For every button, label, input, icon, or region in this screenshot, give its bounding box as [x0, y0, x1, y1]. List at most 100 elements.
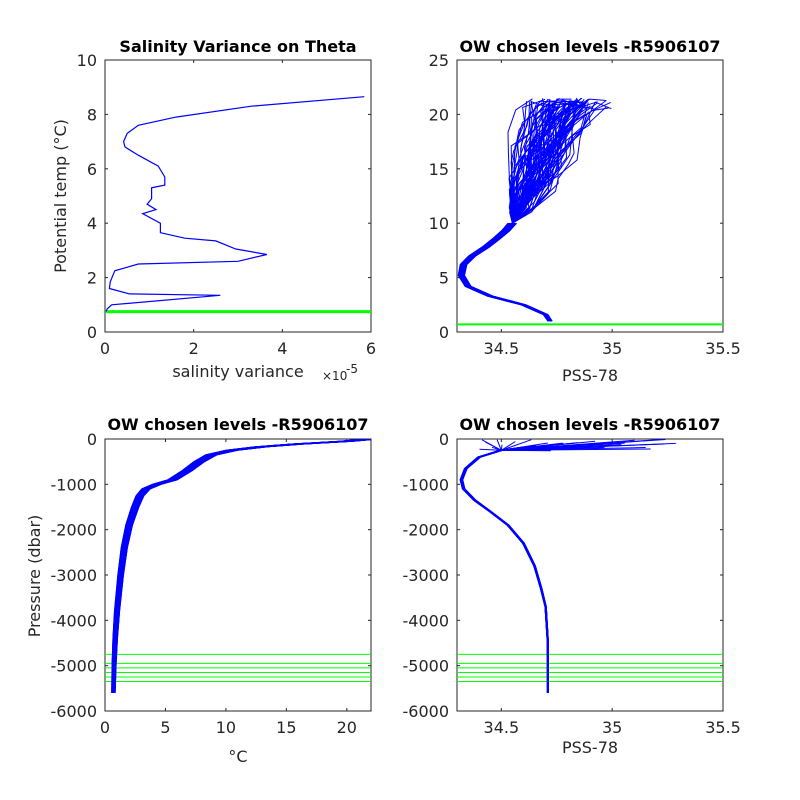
profile-line: [508, 102, 560, 224]
series-group: [459, 439, 676, 693]
x-tick-label: 6: [366, 339, 376, 358]
profile-line: [481, 439, 502, 451]
plot-area: 0 5 10 15 20 -6000 -5000 -4000 -3000 -2000 -1000 0: [51, 430, 372, 737]
profile-line: [501, 444, 611, 451]
axes-box: [456, 438, 724, 712]
profile-line: [496, 439, 502, 451]
profile-line: [501, 442, 563, 451]
x-tick-label: 20: [337, 718, 357, 737]
x-tick-label: 35: [602, 339, 622, 358]
profile-line: [508, 101, 547, 224]
chart-title: OW chosen levels -R5906107: [459, 415, 720, 434]
y-tick-label: -3000: [51, 566, 98, 585]
x-tick-label: 2: [189, 339, 199, 358]
profile-line: [114, 439, 371, 693]
y-tick-label: -6000: [51, 702, 98, 721]
y-tick-label: 2: [87, 269, 97, 288]
profile-line: [462, 445, 550, 693]
profile-line: [512, 97, 582, 224]
y-tick-label: -4000: [403, 611, 450, 630]
x-axis-label: PSS-78: [562, 366, 618, 385]
x-tick-label: 10: [216, 718, 236, 737]
y-tick-label: 6: [87, 160, 97, 179]
profile-line: [501, 441, 516, 451]
chart-title: OW chosen levels -R5906107: [107, 415, 368, 434]
y-tick-label: -2000: [51, 521, 98, 540]
series-group: [457, 97, 612, 322]
profile-line: [501, 439, 532, 451]
plot-area: 0 2 4 6 0 2 4 6 8 10: [77, 51, 376, 358]
profile-line: [508, 102, 587, 224]
x-tick-label: 35.5: [705, 718, 741, 737]
x-exponent-power: -5: [346, 362, 358, 376]
y-tick-label: 0: [87, 430, 97, 449]
axes-box: [104, 438, 372, 712]
x-exponent-base: ×10: [322, 369, 347, 383]
panel-ow-levels-pressure-temperature: OW chosen levels -R5906107 0 5 10 15 20 -6000…: [25, 415, 372, 766]
y-tick-label: -5000: [403, 657, 450, 676]
x-tick-label: 5: [160, 718, 170, 737]
profile-line: [463, 222, 553, 322]
profile-line: [512, 101, 612, 224]
series-group: [105, 96, 365, 312]
y-tick-label: -2000: [403, 521, 450, 540]
plot-area: 34.5 35 35.5 -6000 -5000 -4000 -3000 -2000 -1000…: [403, 430, 741, 737]
y-tick-label: -4000: [51, 611, 98, 630]
chart-title: OW chosen levels -R5906107: [459, 37, 720, 56]
x-tick-label: 15: [276, 718, 296, 737]
profile-line: [479, 448, 502, 451]
y-tick-label: 25: [429, 51, 449, 70]
y-tick-label: 0: [87, 323, 97, 342]
y-tick-label: 0: [439, 323, 449, 342]
y-axis-label: Potential temp (°C): [51, 119, 70, 273]
x-tick-label: 0: [100, 718, 110, 737]
panel-salinity-variance: Salinity Variance on Theta 0 2 4 6 0 2 4 6 8 10 s…: [51, 37, 376, 383]
y-tick-label: 20: [429, 105, 449, 124]
y-tick-label: 15: [429, 160, 449, 179]
profile-line: [511, 108, 574, 224]
series-group: [111, 439, 371, 693]
x-tick-label: 34.5: [484, 718, 520, 737]
panel-ow-levels-theta-salinity: OW chosen levels -R5906107 34.5 35 35.5 0 5 1…: [429, 37, 741, 385]
y-tick-label: -3000: [403, 566, 450, 585]
profile-line: [512, 117, 587, 224]
x-tick-label: 0: [100, 339, 110, 358]
x-axis-label: PSS-78: [562, 738, 618, 757]
profile-line: [511, 99, 552, 224]
x-axis-label: °C: [228, 747, 247, 766]
axes-box: [456, 59, 724, 333]
y-tick-label: -1000: [51, 475, 98, 494]
y-tick-label: 0: [439, 430, 449, 449]
y-tick-label: 10: [77, 51, 97, 70]
profile-line: [512, 105, 571, 224]
series-line: [105, 96, 365, 312]
profile-line: [511, 100, 607, 224]
x-axis-label: salinity variance: [172, 362, 303, 381]
x-tick-label: 4: [277, 339, 287, 358]
panel-ow-levels-pressure-salinity: OW chosen levels -R5906107 34.5 35 35.5 -60…: [403, 415, 741, 757]
y-tick-label: -5000: [51, 657, 98, 676]
y-tick-label: -6000: [403, 702, 450, 721]
profile-line: [511, 104, 576, 224]
y-tick-label: 4: [87, 214, 97, 233]
y-axis-label: Pressure (dbar): [25, 515, 44, 638]
plot-area: 34.5 35 35.5 0 5 10 15 20 25: [429, 51, 741, 358]
profile-line: [511, 106, 568, 224]
x-tick-label: 34.5: [484, 339, 520, 358]
profile-line: [501, 439, 666, 451]
axes-box: [104, 59, 372, 333]
chart-title: Salinity Variance on Theta: [119, 37, 356, 56]
x-tick-label: 35.5: [705, 339, 741, 358]
x-tick-label: 35: [602, 718, 622, 737]
profile-line: [512, 112, 588, 224]
profile-line: [511, 104, 548, 224]
y-tick-label: 8: [87, 105, 97, 124]
profile-line: [511, 99, 585, 224]
profile-line: [511, 108, 545, 224]
y-tick-label: 5: [439, 269, 449, 288]
y-tick-label: 10: [429, 214, 449, 233]
profile-line: [511, 105, 591, 224]
profile-line: [501, 448, 651, 451]
y-tick-label: -1000: [403, 475, 450, 494]
